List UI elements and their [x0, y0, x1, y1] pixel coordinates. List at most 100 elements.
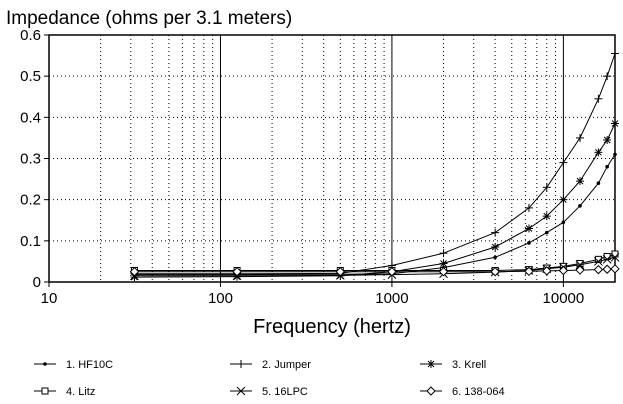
- legend-marker: [237, 360, 245, 368]
- data-point-shape: [491, 243, 499, 251]
- data-point: [594, 94, 603, 103]
- data-point: [611, 119, 619, 128]
- chart-title: Impedance (ohms per 3.1 meters): [6, 8, 292, 29]
- data-point-shape: [593, 264, 604, 275]
- y-tick-label: 0.1: [20, 233, 41, 250]
- data-point: [575, 260, 585, 270]
- data-point: [611, 250, 619, 258]
- data-point-shape: [233, 273, 241, 281]
- data-point: [439, 249, 448, 258]
- data-point: [602, 264, 612, 274]
- data-point: [605, 164, 609, 169]
- data-point: [524, 203, 533, 212]
- data-point: [544, 230, 549, 235]
- data-point: [596, 181, 601, 185]
- data-point-shape: [543, 212, 551, 220]
- data-point-shape: [490, 267, 500, 277]
- x-axis: 10 100 1000 10000: [41, 282, 585, 307]
- data-point-shape: [611, 250, 619, 258]
- data-point: [575, 265, 585, 275]
- data-point: [559, 195, 568, 204]
- data-point-shape: [438, 267, 449, 277]
- legend-item: 3. Krell: [420, 359, 486, 371]
- data-point-shape: [613, 152, 617, 157]
- data-point: [524, 224, 533, 233]
- data-point-shape: [603, 136, 611, 144]
- legend-label: 2. Jumper: [262, 359, 311, 371]
- y-axis: 0 0.1 0.2 0.3 0.4 0.5 0.6: [20, 27, 49, 291]
- data-point: [335, 267, 346, 277]
- legend-marker-shape: [236, 386, 246, 396]
- data-point: [610, 264, 620, 274]
- y-tick-label: 0.6: [20, 27, 41, 44]
- legend-item: 6. 138-064: [420, 386, 505, 398]
- data-point: [594, 255, 602, 263]
- legend-label: 3. Krell: [452, 359, 486, 371]
- legend-item: 1. HF10C: [34, 359, 113, 371]
- data-point: [603, 135, 612, 144]
- x-tick-label: 10: [41, 290, 58, 307]
- data-point-shape: [493, 255, 497, 260]
- data-point: [490, 267, 500, 277]
- legend-marker-shape: [41, 387, 49, 395]
- data-point-shape: [527, 241, 531, 245]
- x-tick-label: 10000: [543, 290, 585, 307]
- data-point-shape: [575, 260, 585, 270]
- data-point: [493, 255, 497, 260]
- series-1: [132, 152, 617, 277]
- legend-marker: [426, 386, 436, 396]
- data-point-shape: [605, 164, 609, 169]
- legend-marker: [43, 362, 47, 366]
- data-point-shape: [524, 266, 534, 277]
- data-point-shape: [594, 257, 603, 266]
- data-point: [602, 255, 612, 264]
- series-6: [129, 264, 620, 277]
- data-point: [491, 243, 500, 252]
- data-point-shape: [578, 204, 582, 208]
- data-point-shape: [596, 181, 601, 185]
- data-point: [129, 267, 140, 277]
- legend-item: 4. Litz: [34, 386, 95, 398]
- data-point-shape: [525, 225, 533, 232]
- series-group: [129, 49, 620, 282]
- data-point: [527, 241, 531, 245]
- data-point: [439, 259, 448, 268]
- legend-marker: [236, 386, 246, 396]
- data-point-shape: [335, 267, 346, 277]
- data-point-shape: [602, 255, 612, 264]
- data-point: [594, 257, 603, 266]
- data-point-shape: [558, 265, 569, 276]
- x-tick-label: 1000: [375, 290, 408, 307]
- data-point: [491, 228, 500, 237]
- series-line: [134, 53, 616, 275]
- legend-item: 2. Jumper: [230, 359, 311, 371]
- data-point-shape: [576, 177, 584, 185]
- y-tick-label: 0.4: [20, 109, 41, 126]
- data-point-shape: [602, 264, 612, 274]
- legend-item: 5. 16LPC: [230, 386, 308, 398]
- data-point-shape: [575, 265, 585, 275]
- legend: 1. HF10C 2. Jumper 3. Krell 4. Litz 5. 16LPC…: [34, 359, 505, 398]
- y-tick-label: 0.5: [20, 68, 41, 85]
- data-point-shape: [610, 264, 620, 274]
- legend-marker-shape: [426, 386, 436, 396]
- y-tick-label: 0.2: [20, 192, 41, 209]
- legend-label: 6. 138-064: [452, 386, 505, 398]
- legend-label: 5. 16LPC: [262, 386, 308, 398]
- data-point: [613, 152, 617, 157]
- grid-lines: [49, 35, 615, 282]
- legend-marker-shape: [427, 360, 435, 368]
- data-point-shape: [560, 196, 567, 204]
- data-point: [603, 72, 612, 81]
- data-point: [232, 267, 242, 277]
- data-point: [542, 266, 552, 276]
- data-point: [524, 266, 534, 277]
- data-point: [576, 177, 585, 186]
- data-point: [578, 204, 582, 208]
- x-tick-label: 100: [208, 290, 233, 307]
- legend-label: 1. HF10C: [66, 359, 113, 371]
- data-point: [594, 148, 603, 157]
- data-point: [576, 133, 585, 142]
- series-line: [134, 123, 616, 278]
